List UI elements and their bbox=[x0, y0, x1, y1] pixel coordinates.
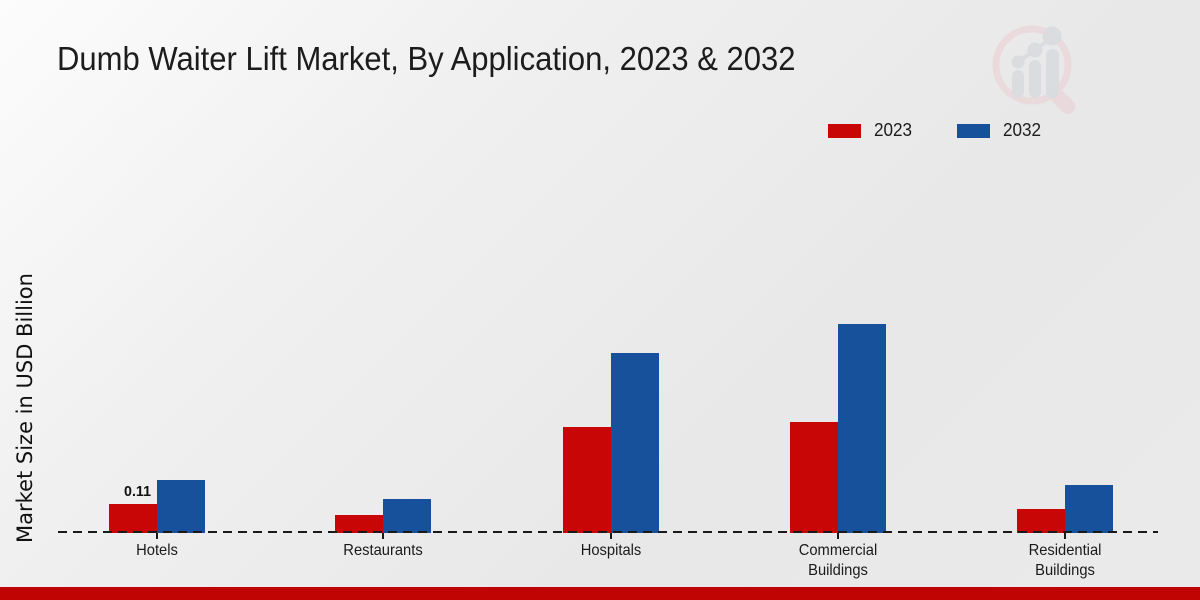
chart-title: Dumb Waiter Lift Market, By Application,… bbox=[57, 40, 796, 77]
bar-2023-residential-buildings[interactable] bbox=[1017, 509, 1065, 533]
magnifier-growth-logo-icon bbox=[992, 25, 1076, 115]
x-axis-category-label-hotels: Hotels bbox=[136, 542, 178, 559]
x-axis-tick bbox=[156, 533, 158, 539]
x-axis-tick bbox=[382, 533, 384, 539]
legend-swatch-2032 bbox=[957, 123, 991, 138]
bar-2023-restaurants[interactable] bbox=[335, 515, 383, 533]
x-axis-tick bbox=[610, 533, 612, 539]
bar-2032-hotels[interactable] bbox=[157, 480, 205, 533]
footer-red-strip bbox=[0, 587, 1200, 600]
legend: 2023 2032 bbox=[828, 120, 1042, 141]
bar-2032-commercial-buildings[interactable] bbox=[838, 324, 886, 533]
x-axis-category-label-residential-buildings: Residential Buildings bbox=[1028, 542, 1102, 579]
bar-2023-commercial-buildings[interactable] bbox=[790, 422, 838, 533]
legend-item-2032[interactable]: 2032 bbox=[957, 120, 1042, 141]
x-axis-tick bbox=[837, 533, 839, 539]
legend-label-2023: 2023 bbox=[874, 120, 913, 140]
bar-2023-hotels[interactable] bbox=[109, 504, 157, 533]
legend-swatch-2023 bbox=[828, 123, 861, 138]
bar-2032-residential-buildings[interactable] bbox=[1065, 485, 1113, 533]
bar-value-label: 0.11 bbox=[124, 483, 151, 500]
legend-label-2032: 2032 bbox=[1003, 120, 1042, 140]
x-axis-baseline bbox=[58, 531, 1158, 533]
x-axis-category-label-commercial-buildings: Commercial Buildings bbox=[798, 542, 878, 579]
x-axis-category-label-hospitals: Hospitals bbox=[580, 542, 642, 559]
bar-2023-hospitals[interactable] bbox=[563, 427, 611, 533]
x-axis-tick bbox=[1064, 533, 1066, 539]
market-research-watermark-logo bbox=[985, 22, 1085, 125]
legend-item-2023[interactable]: 2023 bbox=[828, 120, 913, 141]
bar-2032-hospitals[interactable] bbox=[611, 353, 659, 533]
x-axis-category-label-restaurants: Restaurants bbox=[343, 542, 423, 559]
bar-2032-restaurants[interactable] bbox=[383, 499, 431, 533]
